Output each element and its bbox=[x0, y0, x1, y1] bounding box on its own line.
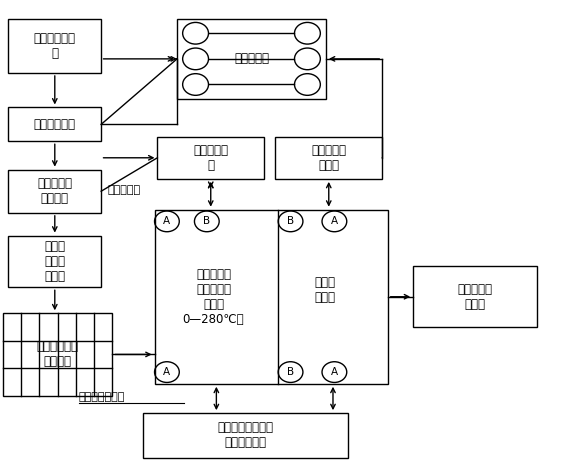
Text: 无氧保温加
热炉（温度
范围：
0—280℃）: 无氧保温加 热炉（温度 范围： 0—280℃） bbox=[183, 268, 244, 326]
Bar bbox=[177, 19, 326, 99]
Bar bbox=[8, 170, 101, 213]
Text: 控制台（监控温度
及氧气含量）: 控制台（监控温度 及氧气含量） bbox=[218, 422, 274, 449]
Text: B: B bbox=[287, 367, 294, 377]
Bar bbox=[143, 413, 348, 458]
Text: 超声波清洗池: 超声波清洗池 bbox=[34, 118, 76, 131]
Bar bbox=[8, 19, 101, 73]
Text: 氮气集装格: 氮气集装格 bbox=[234, 52, 269, 65]
Text: 石墨烯
碳粉喷
涂系统: 石墨烯 碳粉喷 涂系统 bbox=[44, 240, 65, 283]
Text: 温度检测器: 温度检测器 bbox=[108, 185, 141, 195]
Text: 多片金属双极
板: 多片金属双极 板 bbox=[34, 32, 76, 60]
Text: A: A bbox=[331, 216, 338, 227]
Bar bbox=[157, 137, 264, 179]
Bar bbox=[8, 236, 101, 287]
Bar bbox=[155, 210, 388, 384]
Text: B: B bbox=[203, 216, 210, 227]
Bar bbox=[3, 313, 112, 396]
Text: 烧结涂层面
检测仪: 烧结涂层面 检测仪 bbox=[457, 283, 492, 311]
Text: 无氧降
温部分: 无氧降 温部分 bbox=[314, 276, 336, 304]
Text: B: B bbox=[287, 216, 294, 227]
Text: 多层金属双极
板放置柜: 多层金属双极 板放置柜 bbox=[37, 341, 79, 368]
Text: A: A bbox=[331, 367, 338, 377]
Text: 高分子导电
胶溶液池: 高分子导电 胶溶液池 bbox=[37, 177, 72, 205]
Text: 氮气冷却循
环装置: 氮气冷却循 环装置 bbox=[311, 144, 346, 172]
Text: 氮气充放装
置: 氮气充放装 置 bbox=[193, 144, 228, 172]
Text: 氧气含量检测器: 氧气含量检测器 bbox=[79, 391, 125, 402]
Bar bbox=[8, 107, 101, 141]
Text: A: A bbox=[164, 216, 170, 227]
Text: A: A bbox=[164, 367, 170, 377]
Bar bbox=[413, 266, 537, 327]
Bar bbox=[275, 137, 382, 179]
